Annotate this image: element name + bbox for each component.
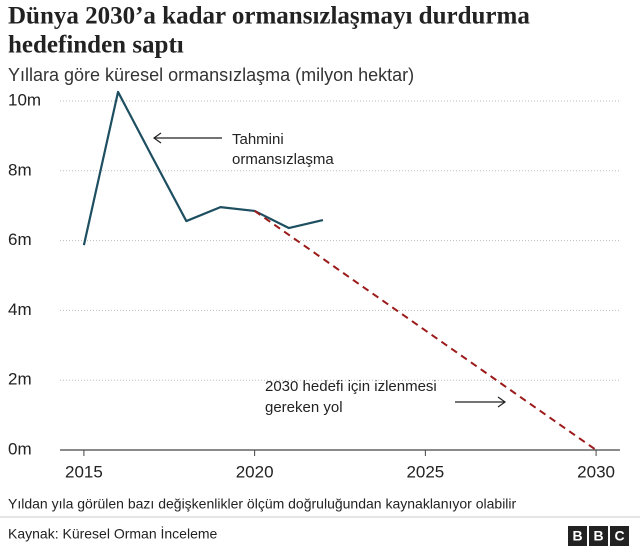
x-tick-label: 2030	[577, 462, 615, 481]
x-tick-label: 2025	[406, 462, 444, 481]
data-line	[82, 90, 324, 246]
y-tick-label: 6m	[8, 230, 32, 249]
annotation-arrow	[455, 396, 507, 408]
x-tick-label: 2015	[65, 462, 103, 481]
logo-letter: B	[572, 528, 582, 544]
source: Kaynak: Küresel Orman İnceleme	[8, 525, 218, 542]
y-tick-label: 2m	[8, 370, 32, 389]
y-tick-label: 4m	[8, 300, 32, 319]
logo-letter: B	[593, 528, 603, 544]
logo-letter: C	[614, 528, 624, 544]
chart-title: Dünya 2030’a kadar ormansızlaşmayı durdu…	[8, 3, 530, 30]
y-tick-label: 10m	[8, 90, 41, 109]
chart-subtitle: Yıllara göre küresel ormansızlaşma (mily…	[8, 65, 414, 85]
annotation: Tahmini	[232, 131, 284, 148]
logo: B B C	[568, 526, 629, 546]
annotation-arrow	[152, 132, 222, 144]
annotation: ormansızlaşma	[232, 151, 334, 168]
x-tick-label: 2020	[236, 462, 274, 481]
annotation: gereken yol	[265, 399, 343, 416]
chart-title: hedefinden saptı	[8, 32, 184, 59]
data-line	[254, 210, 597, 451]
footnote: Yıldan yıla görülen bazı değişkenlikler …	[8, 496, 517, 512]
y-tick-label: 8m	[8, 160, 32, 179]
annotation: 2030 hedefi için izlenmesi	[265, 378, 437, 395]
y-tick-label: 0m	[8, 439, 32, 458]
